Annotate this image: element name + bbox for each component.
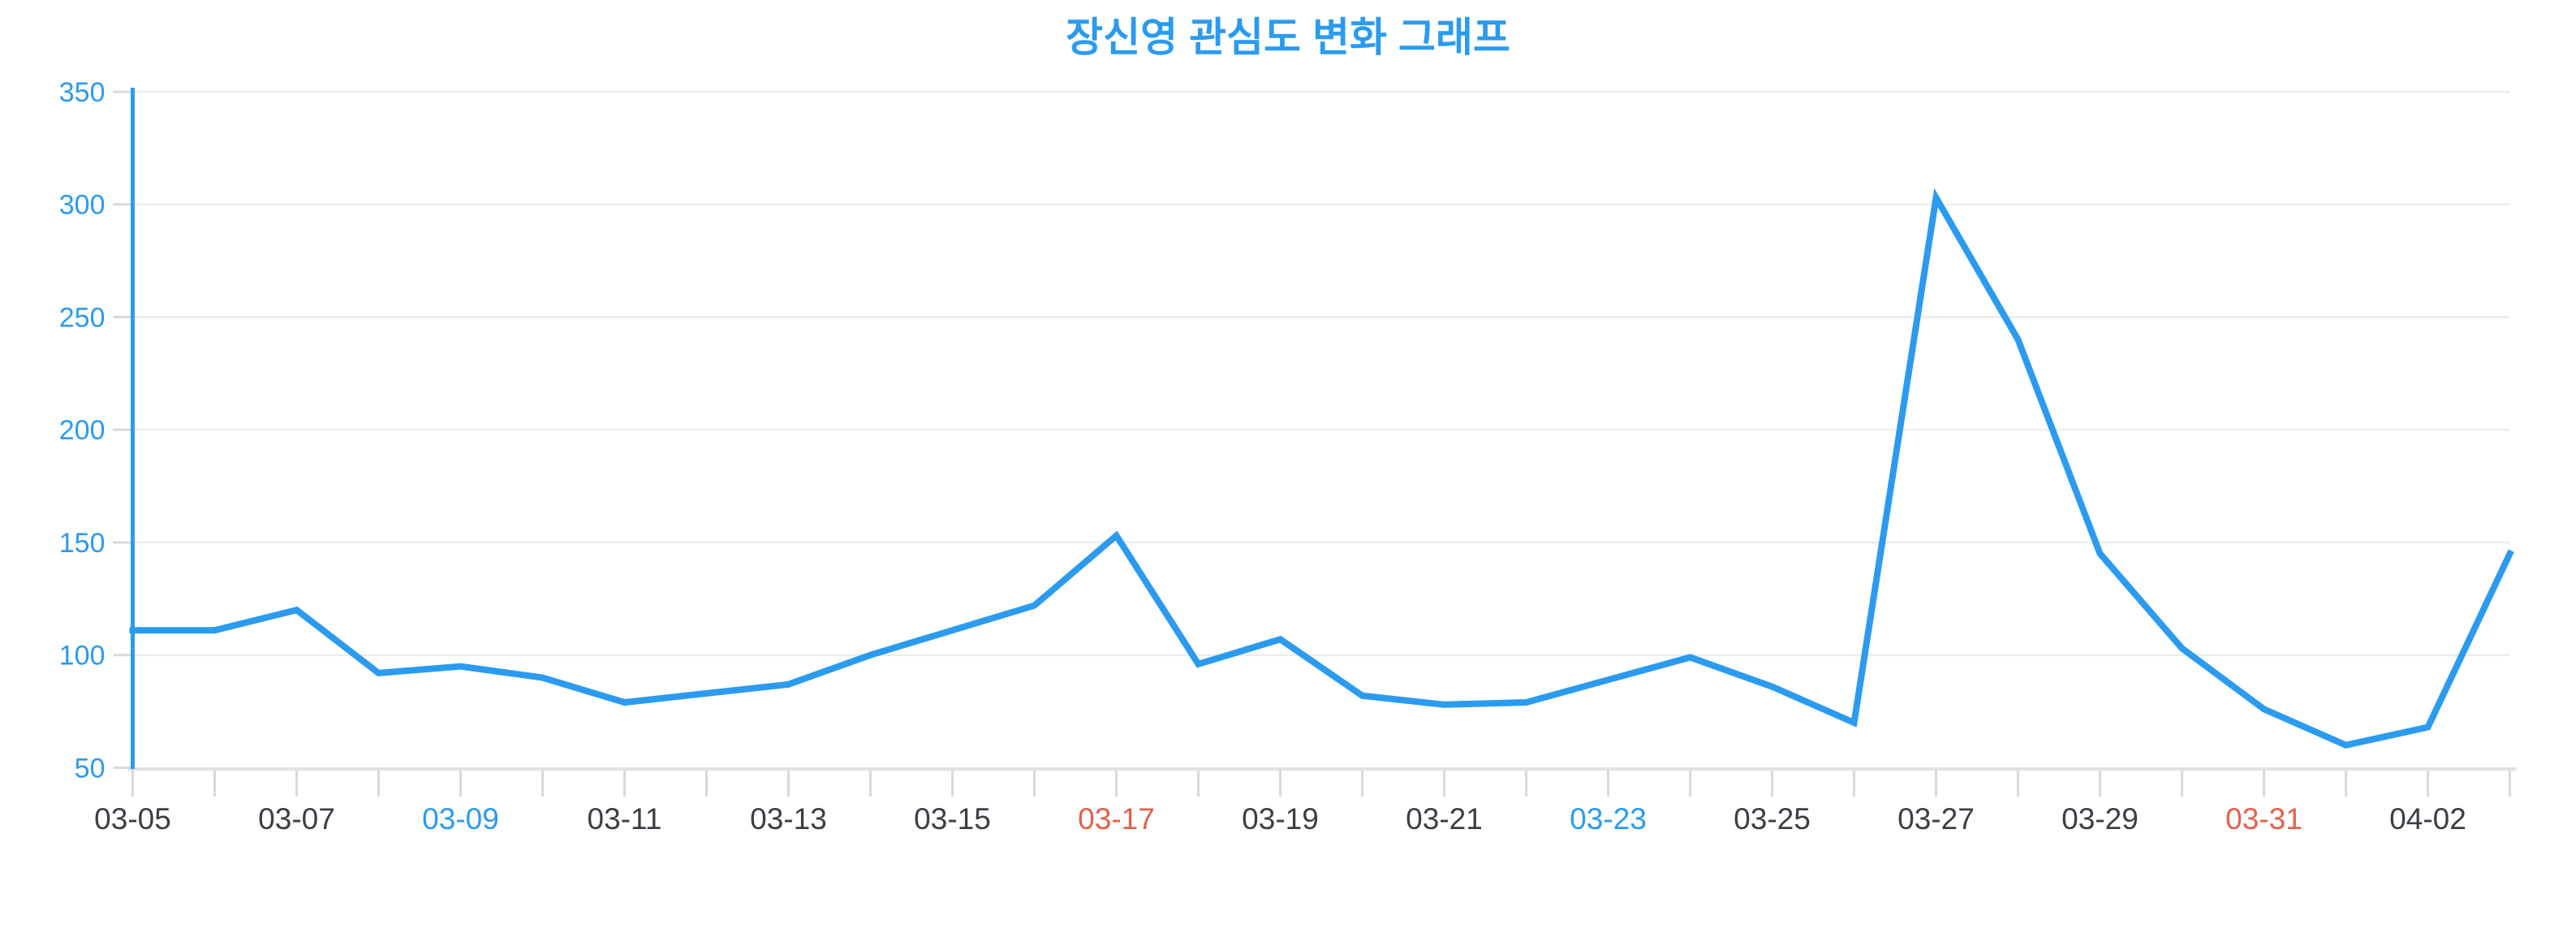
y-tick-label: 100 (59, 641, 106, 672)
x-tick-label: 03-15 (914, 802, 991, 836)
y-tick-label: 150 (59, 528, 106, 559)
x-tick-label: 03-13 (750, 802, 827, 836)
x-tick-label: 03-19 (1242, 802, 1319, 836)
x-tick-label: 03-09 (422, 802, 499, 836)
y-tick-label: 350 (59, 77, 106, 108)
chart-title: 장신영 관심도 변화 그래프 (1066, 15, 1510, 60)
x-tick-label: 03-07 (258, 802, 335, 836)
x-tick-label: 03-23 (1570, 802, 1647, 836)
x-tick-label: 03-25 (1734, 802, 1811, 836)
trend-line (129, 188, 2514, 749)
x-tick-label: 03-17 (1078, 802, 1155, 836)
x-tick-label: 04-02 (2389, 802, 2466, 836)
y-tick-label: 250 (59, 302, 106, 333)
y-tick-label: 50 (75, 753, 106, 784)
x-tick-label: 03-29 (2061, 802, 2139, 836)
x-tick-label: 03-21 (1406, 802, 1483, 836)
x-tick-label: 03-31 (2225, 802, 2302, 836)
x-tick-label: 03-27 (1898, 802, 1975, 836)
y-tick-label: 300 (59, 190, 106, 221)
x-tick-label: 03-11 (588, 802, 662, 836)
y-tick-label: 200 (59, 415, 106, 446)
x-tick-label: 03-05 (94, 802, 171, 836)
